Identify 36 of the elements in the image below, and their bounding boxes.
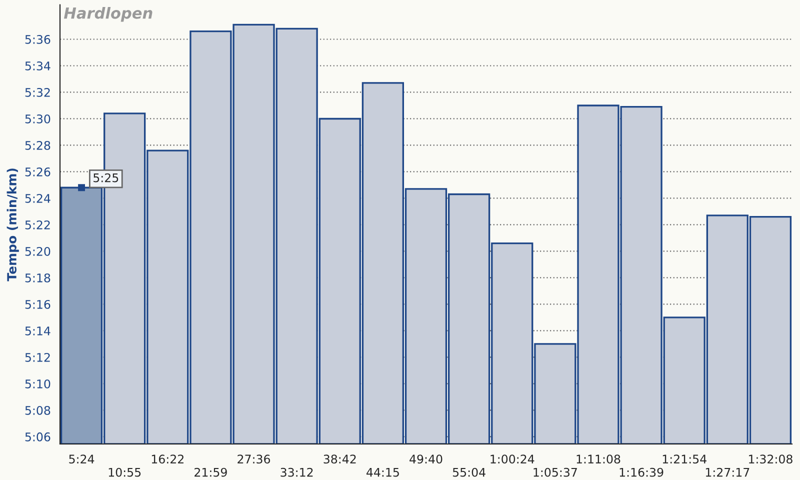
x-tick-label: 1:21:54	[662, 454, 706, 464]
y-tick-label: 5:14	[25, 326, 50, 336]
x-tick-label: 38:42	[324, 454, 356, 464]
y-tick-label: 5:16	[25, 300, 50, 309]
x-tick-label: 49:40	[410, 454, 442, 464]
x-tick-label: 10:55	[108, 468, 141, 477]
x-tick-label: 16:22	[152, 454, 184, 464]
y-tick-label: 5:34	[25, 61, 50, 70]
x-tick-label: 1:16:39	[620, 468, 664, 477]
y-tick-label: 5:10	[25, 379, 50, 388]
y-tick-label: 5:20	[25, 246, 50, 256]
x-tick-label: 1:27:17	[706, 468, 750, 477]
y-tick-label: 5:06	[25, 432, 50, 442]
y-tick-label: 5:24	[25, 194, 50, 203]
x-tick-label: 1:00:24	[490, 454, 534, 464]
y-tick-label: 5:30	[25, 114, 50, 124]
x-tick-label: 1:11:08	[576, 454, 620, 464]
y-tick-label: 5:22	[25, 220, 50, 230]
x-tick-label: 33:12	[280, 468, 313, 477]
y-tick-label: 5:18	[25, 273, 50, 282]
annotation: 5:25	[94, 173, 118, 182]
x-tick-label: 1:05:37	[534, 468, 577, 477]
x-tick-label: 27:36	[238, 454, 270, 464]
x-tick-label: 5:24	[69, 454, 94, 464]
y-tick-label: 5:26	[25, 167, 50, 176]
y-tick-label: 5:36	[25, 34, 50, 44]
x-tick-label: 1:32:08	[749, 454, 792, 464]
chart-title: Hardlopen	[64, 6, 152, 22]
x-tick-label: 55:04	[452, 468, 486, 477]
x-tick-label: 21:59	[194, 468, 227, 477]
x-tick-label: 44:15	[366, 468, 399, 477]
y-tick-label: 5:32	[25, 88, 50, 97]
y-tick-label: 5:08	[25, 406, 50, 415]
y-tick-label: 5:28	[25, 140, 50, 150]
y-tick-label: 5:12	[25, 352, 50, 362]
y-axis-title: Tempo (min/km)	[6, 168, 19, 282]
